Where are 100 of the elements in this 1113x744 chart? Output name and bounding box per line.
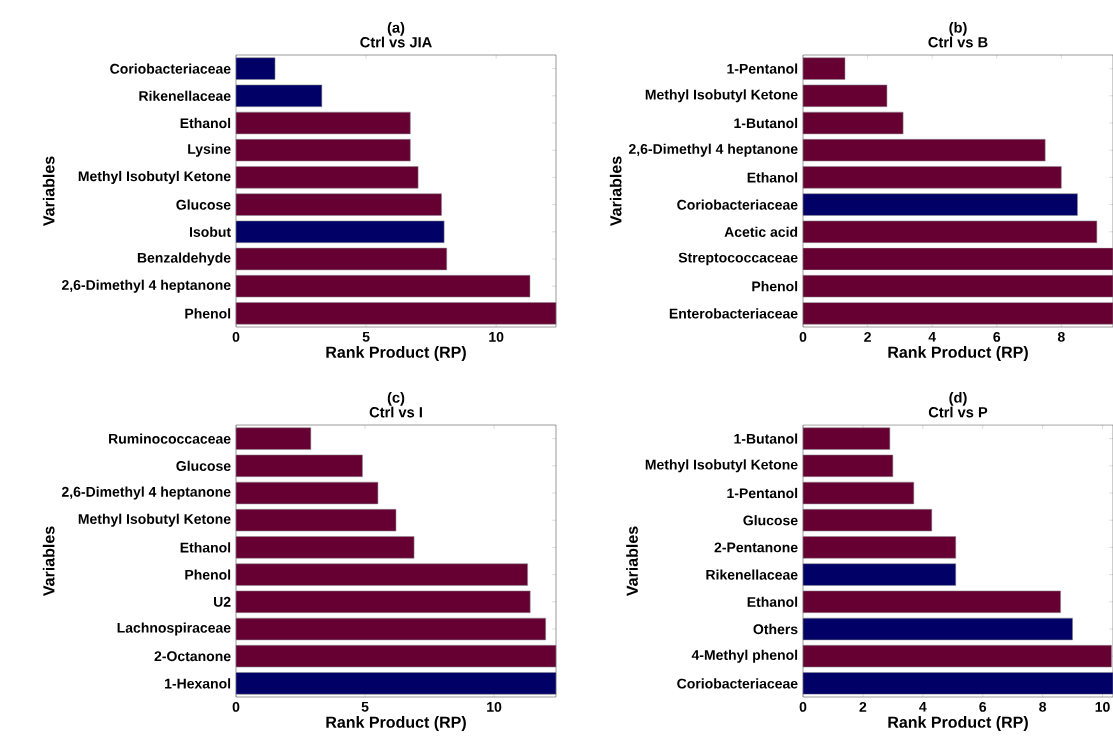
bar [235,111,411,135]
bar [235,563,528,586]
x-tick-label: 0 [232,331,240,342]
y-tick-label: Rikenellaceae [706,569,798,580]
x-axis-title: Rank Product (RP) [888,346,1028,362]
y-tick-label: 1-Butanol [734,433,798,444]
x-tick-label: 0 [799,331,807,342]
y-tick-label: Methyl Isobutyl Ketone [78,170,231,184]
chart-title: (d) [949,391,967,406]
x-tick-label: 10 [489,331,504,342]
x-tick-label: 2 [859,701,867,712]
y-axis-title: Variables [42,526,55,597]
bar [235,427,312,450]
x-tick-label: 0 [799,701,807,712]
y-tick-label: Coriobacteriaceae [110,63,231,74]
y-tick-label: Phenol [752,281,798,292]
y-tick-label: Enterobacteriaceae [669,308,798,319]
y-axis-title: Variables [42,156,55,227]
bar [802,536,957,559]
bar [235,57,276,80]
y-tick-label: Others [753,623,798,635]
x-tick-label: 6 [993,331,1001,342]
bar [802,563,957,586]
y-tick-label: Ethanol [180,117,231,129]
bar [235,139,411,162]
chart-title: (c) [387,391,405,406]
x-tick-label: 10 [487,701,502,712]
y-tick-label: Phenol [185,569,231,580]
y-tick-label: Methyl Isobutyl Ketone [645,459,798,473]
y-tick-label: 2,6-Dimethyl 4 heptanone [61,279,231,293]
y-tick-label: Glucose [176,460,231,471]
y-tick-label: Ethanol [747,596,798,607]
y-tick-label: Methyl Isobutyl Ketone [78,513,231,527]
y-axis-title: Variables [626,526,638,597]
y-tick-label: Coriobacteriaceae [677,199,798,210]
chart-subtitle: Ctrl vs B [928,36,988,48]
chart-subtitle: Ctrl vs P [928,406,988,418]
y-tick-label: 2-Pentanone [714,542,798,553]
bar [235,166,419,189]
x-tick-label: 8 [1039,701,1047,712]
y-tick-label: 1-Hexanol [165,678,231,689]
bar [235,247,448,271]
chart-subtitle: Ctrl vs JIA [360,36,432,48]
bar [802,84,888,107]
y-tick-label: Lysine [188,143,231,157]
x-axis-title: Rank Product (RP) [326,346,466,362]
x-axis-title: Rank Product (RP) [888,716,1028,732]
x-tick-label: 5 [362,331,370,342]
bar [802,220,1098,243]
y-tick-label: 4-Methyl phenol [691,649,798,663]
y-tick-label: Benzaldehyde [137,252,231,266]
bar [235,645,557,668]
bar [235,84,323,107]
x-tick-label: 10 [1095,701,1110,712]
x-tick-label: 8 [1057,331,1065,342]
y-tick-label: Coriobacteriaceae [677,678,798,689]
y-tick-label: 1-Butanol [734,117,798,129]
y-tick-label: 1-Pentanol [727,487,798,499]
bar [235,275,531,298]
x-tick-label: 4 [919,701,927,712]
y-tick-label: Lachnospiraceae [117,622,231,636]
y-tick-label: Streptococcaceae [678,252,798,266]
bar [235,590,531,613]
y-tick-label: Glucose [176,199,231,210]
bar [802,590,1061,613]
x-tick-label: 0 [232,701,240,712]
y-tick-label: Ethanol [747,172,798,183]
bar [802,645,1112,668]
bar [235,481,379,505]
bar [802,509,933,532]
bar [235,220,445,243]
chart-title: (a) [387,21,405,36]
bar [802,57,846,80]
bar [802,193,1078,216]
x-tick-label: 4 [928,331,936,342]
y-tick-label: Ruminococcaceae [109,433,231,444]
bar [235,454,363,477]
y-axis-title: Variables [609,156,622,227]
y-tick-label: Ethanol [180,542,231,553]
x-axis-title: Rank Product (RP) [326,716,466,732]
y-tick-label: Acetic acid [724,226,798,237]
y-tick-label: 2,6-Dimethyl 4 heptanone [61,486,231,500]
y-tick-label: Isobut [190,226,231,237]
bar [235,509,397,532]
y-tick-label: 1-Pentanol [727,63,798,74]
chart-subtitle: Ctrl vs I [369,406,422,418]
bar [235,536,415,559]
y-tick-label: Methyl Isobutyl Ketone [645,89,798,103]
x-tick-label: 5 [361,701,369,712]
y-tick-label: 2,6-Dimethyl 4 heptanone [628,143,798,157]
y-tick-label: Glucose [743,515,798,526]
bar [802,111,904,135]
y-tick-label: 2-Octanone [154,651,231,662]
bar [802,139,1046,162]
x-tick-label: 2 [864,331,871,342]
bar [802,166,1062,189]
y-tick-label: U2 [214,596,231,607]
x-tick-label: 6 [979,701,987,712]
y-tick-label: Rikenellaceae [139,90,231,101]
y-tick-label: Phenol [185,308,231,319]
